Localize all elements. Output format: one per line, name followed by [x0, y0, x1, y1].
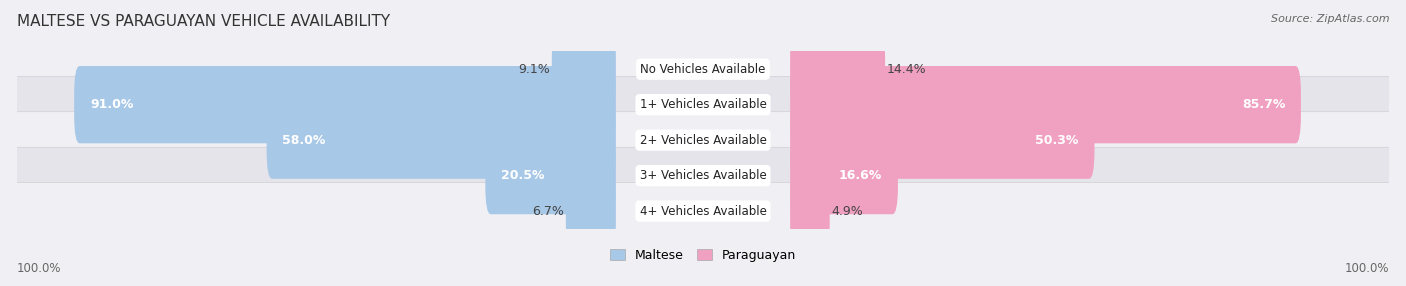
- Text: 9.1%: 9.1%: [519, 63, 550, 76]
- FancyBboxPatch shape: [15, 147, 1391, 204]
- FancyBboxPatch shape: [485, 137, 616, 214]
- FancyBboxPatch shape: [267, 102, 616, 179]
- FancyBboxPatch shape: [790, 137, 898, 214]
- FancyBboxPatch shape: [75, 66, 616, 143]
- Text: 1+ Vehicles Available: 1+ Vehicles Available: [640, 98, 766, 111]
- Text: 100.0%: 100.0%: [17, 262, 62, 275]
- Text: 16.6%: 16.6%: [839, 169, 882, 182]
- Text: 85.7%: 85.7%: [1241, 98, 1285, 111]
- Text: 20.5%: 20.5%: [501, 169, 544, 182]
- Text: No Vehicles Available: No Vehicles Available: [640, 63, 766, 76]
- FancyBboxPatch shape: [551, 31, 616, 108]
- FancyBboxPatch shape: [15, 183, 1391, 239]
- Text: 50.3%: 50.3%: [1035, 134, 1078, 147]
- Text: 3+ Vehicles Available: 3+ Vehicles Available: [640, 169, 766, 182]
- Text: 6.7%: 6.7%: [533, 204, 564, 218]
- FancyBboxPatch shape: [15, 76, 1391, 133]
- Legend: Maltese, Paraguayan: Maltese, Paraguayan: [605, 244, 801, 267]
- FancyBboxPatch shape: [565, 172, 616, 250]
- Text: 4+ Vehicles Available: 4+ Vehicles Available: [640, 204, 766, 218]
- Text: 91.0%: 91.0%: [90, 98, 134, 111]
- Text: 14.4%: 14.4%: [886, 63, 927, 76]
- Text: 4.9%: 4.9%: [831, 204, 863, 218]
- Text: 2+ Vehicles Available: 2+ Vehicles Available: [640, 134, 766, 147]
- Text: 58.0%: 58.0%: [283, 134, 326, 147]
- FancyBboxPatch shape: [790, 172, 830, 250]
- Text: MALTESE VS PARAGUAYAN VEHICLE AVAILABILITY: MALTESE VS PARAGUAYAN VEHICLE AVAILABILI…: [17, 14, 389, 29]
- FancyBboxPatch shape: [790, 102, 1094, 179]
- FancyBboxPatch shape: [15, 112, 1391, 168]
- FancyBboxPatch shape: [15, 41, 1391, 98]
- FancyBboxPatch shape: [790, 66, 1301, 143]
- FancyBboxPatch shape: [790, 31, 886, 108]
- Text: Source: ZipAtlas.com: Source: ZipAtlas.com: [1271, 14, 1389, 24]
- Text: 100.0%: 100.0%: [1344, 262, 1389, 275]
